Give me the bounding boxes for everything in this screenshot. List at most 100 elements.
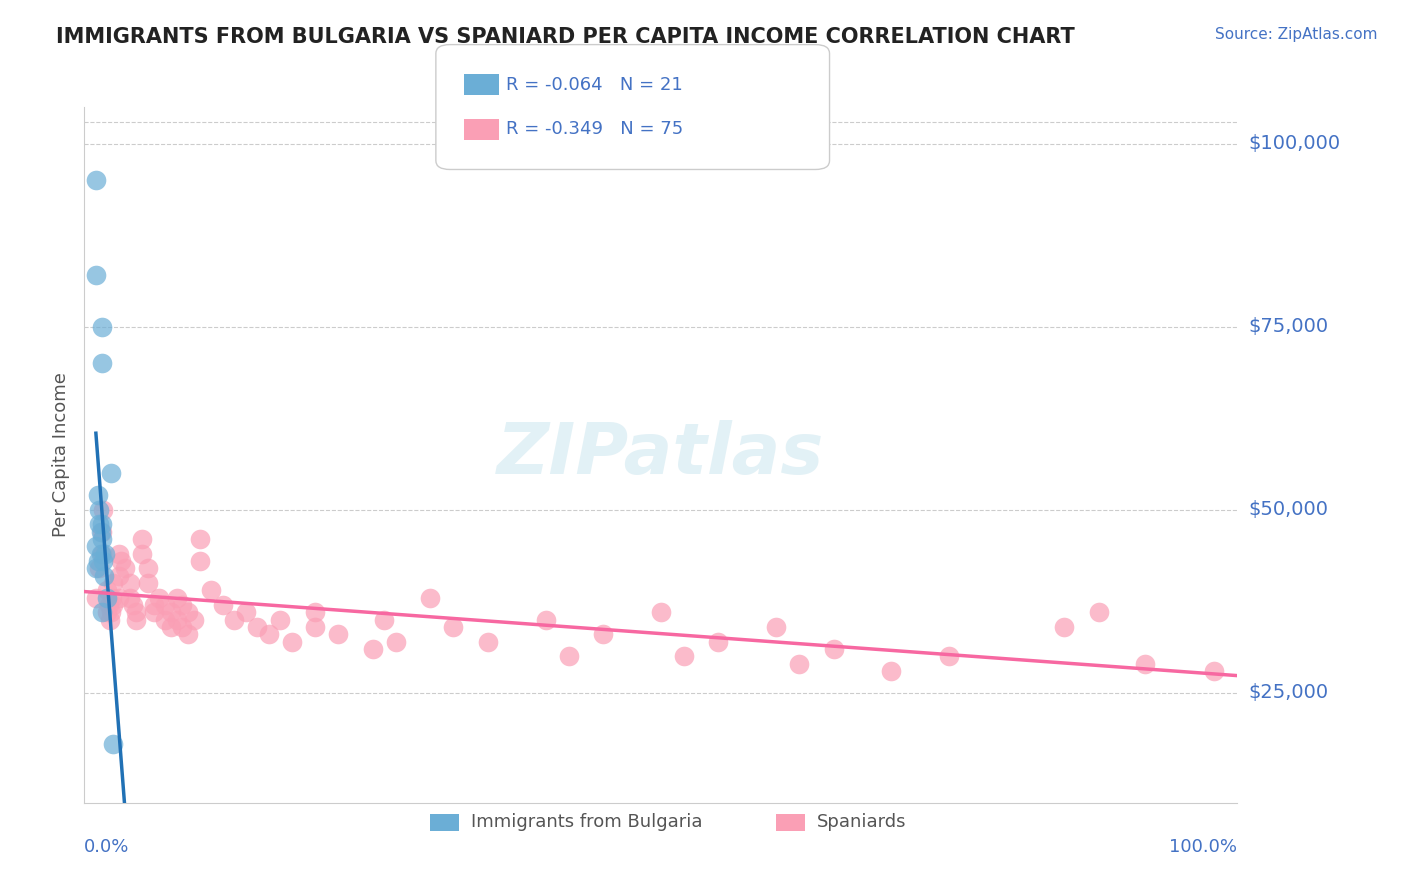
Point [131, 547, 153, 561]
Point [1088, 606, 1111, 620]
Point [172, 620, 194, 634]
Text: R = -0.064   N = 21: R = -0.064 N = 21 [506, 76, 683, 94]
Point [108, 591, 131, 605]
Point [131, 532, 153, 546]
Point [160, 606, 183, 620]
Point [100, 467, 122, 481]
Point [120, 576, 142, 591]
Point [148, 591, 170, 605]
Point [89, 517, 111, 532]
Point [534, 613, 557, 627]
Point [89, 561, 111, 575]
Text: $50,000: $50,000 [1249, 500, 1329, 519]
Point [177, 627, 200, 641]
Text: Immigrants from Bulgaria: Immigrants from Bulgaria [471, 813, 702, 830]
Point [361, 642, 384, 657]
Point [93, 568, 115, 582]
Point [373, 613, 395, 627]
Point [108, 568, 131, 582]
Point [246, 620, 269, 634]
Point [87, 488, 110, 502]
Point [90, 524, 112, 539]
Point [125, 606, 148, 620]
Point [84, 561, 107, 575]
Point [257, 627, 280, 641]
Point [938, 649, 960, 664]
Point [1053, 620, 1076, 634]
Point [90, 532, 112, 546]
Point [120, 591, 142, 605]
Point [183, 613, 205, 627]
Point [90, 517, 112, 532]
Point [304, 620, 326, 634]
Point [672, 649, 695, 664]
Point [166, 591, 188, 605]
Point [108, 547, 131, 561]
Point [707, 634, 730, 648]
Point [188, 532, 211, 546]
Point [114, 561, 136, 575]
Point [90, 606, 112, 620]
FancyBboxPatch shape [430, 814, 460, 830]
Point [188, 554, 211, 568]
Point [103, 576, 124, 591]
Point [90, 547, 112, 561]
Point [89, 524, 111, 539]
Point [89, 503, 111, 517]
Point [121, 598, 143, 612]
Y-axis label: Per Capita Income: Per Capita Income [52, 373, 70, 537]
Point [96, 606, 118, 620]
Point [823, 642, 845, 657]
Point [84, 591, 107, 605]
Point [224, 613, 246, 627]
Point [880, 664, 903, 678]
Point [557, 649, 579, 664]
FancyBboxPatch shape [776, 814, 806, 830]
Point [142, 598, 165, 612]
Point [136, 561, 159, 575]
Point [235, 606, 257, 620]
Text: ZIPatlas: ZIPatlas [498, 420, 824, 490]
Point [384, 634, 406, 648]
Point [142, 606, 165, 620]
Point [103, 737, 124, 751]
Text: $75,000: $75,000 [1249, 318, 1329, 336]
Point [1204, 664, 1226, 678]
Point [765, 620, 787, 634]
Point [100, 606, 122, 620]
Point [200, 583, 222, 598]
Point [89, 547, 111, 561]
Text: IMMIGRANTS FROM BULGARIA VS SPANIARD PER CAPITA INCOME CORRELATION CHART: IMMIGRANTS FROM BULGARIA VS SPANIARD PER… [56, 27, 1076, 46]
Point [326, 627, 349, 641]
Point [281, 634, 304, 648]
Point [477, 634, 499, 648]
Point [98, 613, 121, 627]
Point [172, 598, 194, 612]
Point [787, 657, 810, 671]
Point [84, 540, 107, 554]
Point [91, 503, 114, 517]
Point [136, 576, 159, 591]
Point [103, 598, 124, 612]
Point [90, 356, 112, 370]
Point [96, 583, 118, 598]
Point [97, 598, 120, 612]
Point [419, 591, 441, 605]
Text: Source: ZipAtlas.com: Source: ZipAtlas.com [1215, 27, 1378, 42]
Point [160, 620, 183, 634]
Point [84, 173, 107, 187]
Point [304, 606, 326, 620]
Text: $25,000: $25,000 [1249, 683, 1329, 702]
Point [101, 591, 124, 605]
Point [592, 627, 614, 641]
Point [650, 606, 672, 620]
Point [441, 620, 464, 634]
Point [177, 606, 200, 620]
Point [166, 613, 188, 627]
Text: 0.0%: 0.0% [84, 838, 129, 855]
Point [84, 268, 107, 283]
Point [153, 598, 176, 612]
Point [96, 591, 118, 605]
Text: R = -0.349   N = 75: R = -0.349 N = 75 [506, 120, 683, 138]
Point [153, 613, 176, 627]
